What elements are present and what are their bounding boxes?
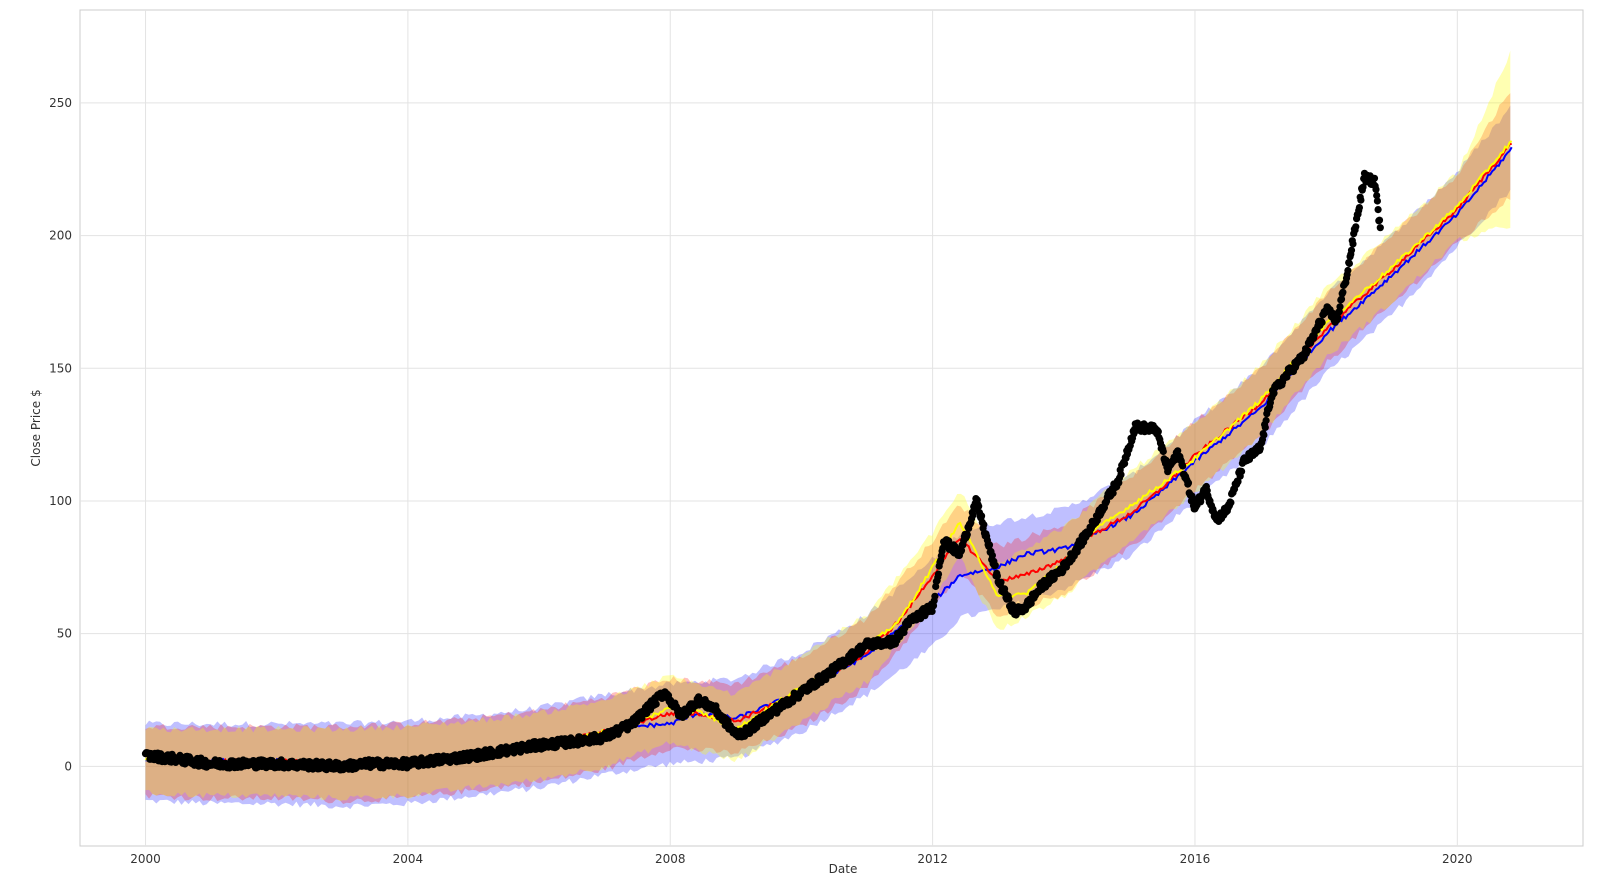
observed-point [991, 561, 999, 569]
x-tick-label: 2008 [655, 852, 686, 866]
observed-point [928, 607, 936, 616]
x-axis-ticks: 2000 2004 2008 2012 2016 2020 [130, 852, 1472, 866]
observed-point [1375, 216, 1384, 224]
observed-point [1234, 478, 1242, 486]
plot-area [79, 9, 1584, 847]
observed-point [1336, 303, 1344, 311]
observed-point [1117, 471, 1125, 479]
observed-point [1357, 196, 1365, 204]
x-tick-label: 2004 [393, 852, 424, 866]
observed-point [1376, 224, 1384, 232]
observed-point [993, 572, 1002, 580]
observed-point [1374, 206, 1382, 214]
observed-point [1159, 447, 1167, 456]
observed-point [963, 531, 971, 539]
x-tick-label: 2000 [130, 852, 161, 866]
observed-point [1227, 499, 1235, 507]
observed-point [1372, 185, 1380, 193]
observed-point [1359, 183, 1367, 191]
observed-point [1260, 431, 1268, 439]
observed-point [1344, 266, 1352, 275]
observed-point [1121, 460, 1129, 468]
observed-point [652, 700, 660, 708]
observed-point [1238, 467, 1246, 475]
y-tick-label: 100 [49, 494, 72, 508]
y-axis-ticks: 0 50 100 150 200 250 [49, 96, 72, 773]
y-tick-label: 0 [64, 759, 72, 773]
observed-point [1373, 197, 1381, 205]
observed-point [1352, 223, 1360, 231]
observed-point [1179, 462, 1187, 470]
observed-point [957, 546, 966, 555]
observed-point [1345, 259, 1353, 268]
observed-point [1349, 240, 1357, 248]
observed-point [1109, 489, 1117, 497]
observed-point [975, 502, 983, 510]
observed-points [141, 169, 1384, 774]
observed-point [1154, 428, 1162, 436]
x-tick-label: 2012 [917, 852, 948, 866]
observed-point [1337, 295, 1346, 303]
observed-point [1189, 494, 1197, 503]
y-tick-label: 250 [49, 96, 72, 110]
observed-point [997, 578, 1005, 586]
y-tick-label: 150 [49, 361, 72, 375]
observed-point [1339, 288, 1347, 296]
observed-point [931, 592, 939, 600]
observed-point [1355, 204, 1363, 212]
observed-point [978, 512, 986, 520]
observed-point [1184, 479, 1193, 487]
observed-point [1318, 318, 1326, 327]
observed-point [1370, 174, 1379, 182]
y-tick-label: 200 [49, 229, 72, 243]
observed-point [1373, 191, 1381, 200]
observed-point [1262, 416, 1270, 425]
y-axis-title: Close Price $ [29, 389, 43, 466]
observed-point [1347, 246, 1356, 254]
x-tick-label: 2016 [1180, 852, 1211, 866]
observed-point [1304, 347, 1312, 355]
observed-point [988, 551, 997, 560]
observed-point [980, 521, 988, 529]
y-tick-label: 50 [57, 627, 72, 641]
observed-point [1005, 595, 1013, 603]
x-axis-title: Date [829, 862, 858, 876]
observed-point [1270, 389, 1278, 397]
observed-point [985, 541, 994, 549]
observed-point [1334, 314, 1342, 322]
x-tick-label: 2020 [1442, 852, 1473, 866]
confidence-band [145, 93, 1511, 805]
observed-point [934, 570, 943, 578]
observed-point [1261, 423, 1269, 431]
observed-point [969, 511, 977, 519]
